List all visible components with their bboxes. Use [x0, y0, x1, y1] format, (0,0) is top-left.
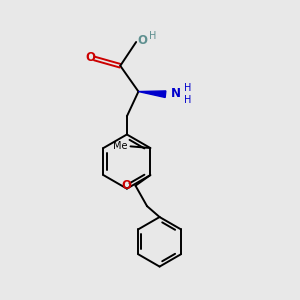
Text: O: O [85, 51, 95, 64]
Text: Me: Me [113, 141, 128, 152]
Polygon shape [138, 91, 166, 98]
Text: N: N [170, 87, 181, 100]
Text: H: H [149, 32, 156, 41]
Text: O: O [122, 179, 131, 192]
Text: H: H [184, 82, 191, 93]
Text: O: O [138, 34, 148, 47]
Text: H: H [184, 95, 191, 105]
